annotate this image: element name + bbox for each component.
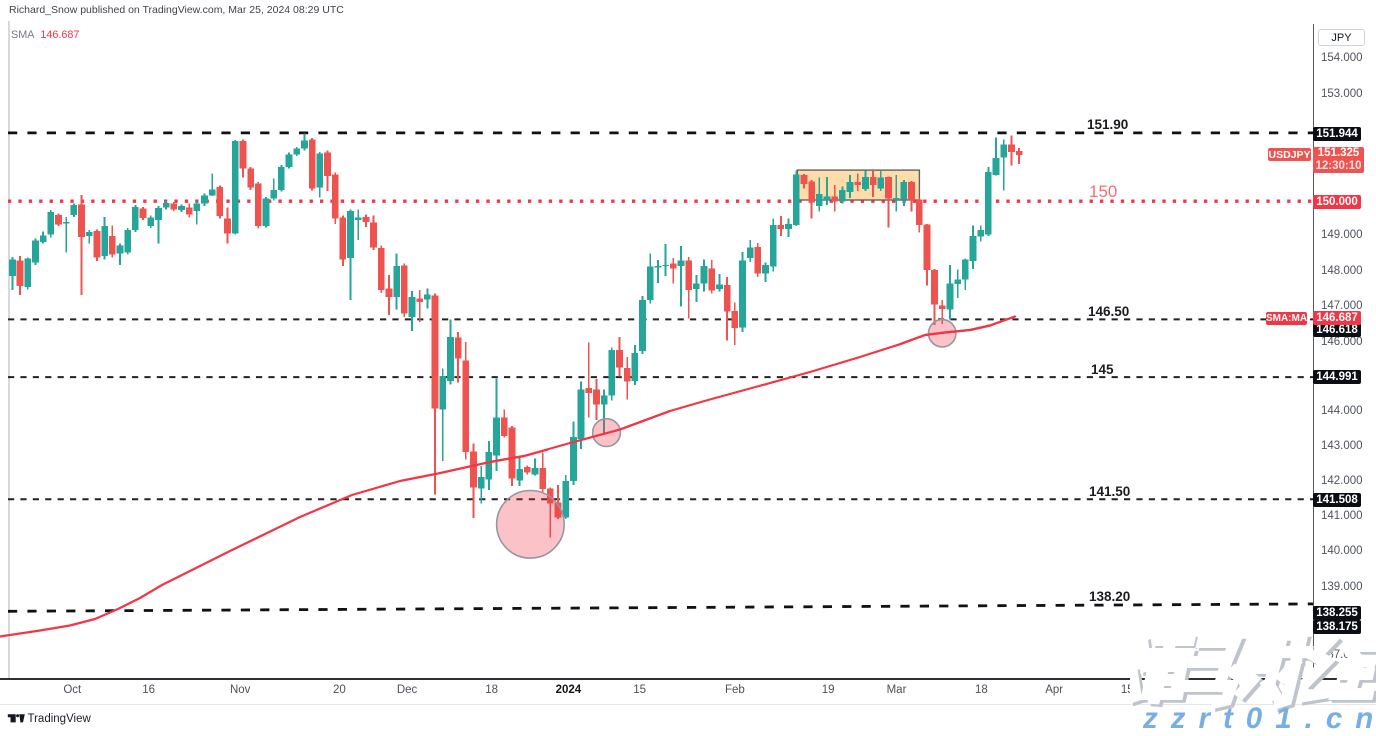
svg-text:TradingView: TradingView — [28, 713, 92, 725]
